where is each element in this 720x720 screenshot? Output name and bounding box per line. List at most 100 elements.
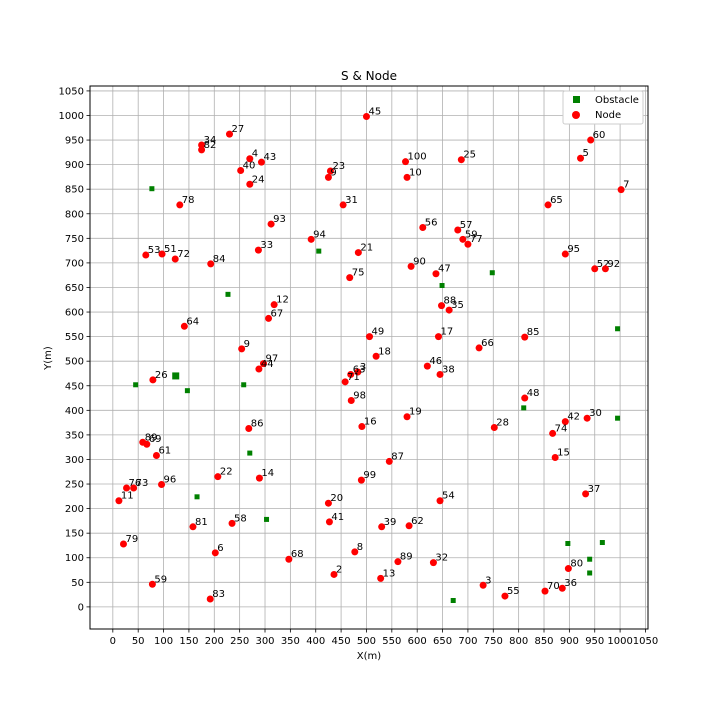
y-tick-label: 850 bbox=[65, 185, 84, 196]
node-label: 4 bbox=[252, 149, 258, 160]
node-point bbox=[521, 333, 529, 341]
node-point bbox=[561, 250, 569, 258]
obstacle-point bbox=[599, 540, 605, 546]
obstacle-point bbox=[194, 494, 200, 500]
x-tick-label: 700 bbox=[458, 636, 477, 647]
node-point bbox=[377, 574, 385, 582]
node-label: 53 bbox=[148, 245, 161, 256]
node-point bbox=[457, 156, 465, 164]
node-point bbox=[339, 201, 347, 209]
node-label: 26 bbox=[155, 370, 168, 381]
node-label: 34 bbox=[204, 135, 217, 146]
node-point bbox=[265, 314, 273, 322]
node-label: 51 bbox=[164, 244, 177, 255]
y-tick-label: 300 bbox=[65, 455, 84, 466]
node-point bbox=[341, 378, 349, 386]
obstacle-point bbox=[316, 248, 322, 254]
node-point bbox=[257, 158, 265, 166]
node-point bbox=[544, 201, 552, 209]
node-label: 93 bbox=[273, 214, 286, 225]
y-tick-label: 450 bbox=[65, 381, 84, 392]
y-tick-label: 750 bbox=[65, 234, 84, 245]
obstacle-point bbox=[225, 291, 231, 297]
node-label: 99 bbox=[363, 470, 376, 481]
node-point bbox=[366, 333, 374, 341]
obstacle-point bbox=[184, 388, 190, 394]
y-tick-label: 250 bbox=[65, 480, 84, 491]
node-point bbox=[385, 457, 393, 465]
node-label: 55 bbox=[507, 586, 520, 597]
node-point bbox=[130, 484, 138, 492]
node-label: 46 bbox=[429, 356, 442, 367]
node-label: 27 bbox=[232, 124, 245, 135]
node-label: 98 bbox=[353, 390, 366, 401]
y-tick-label: 550 bbox=[65, 332, 84, 343]
node-point bbox=[445, 306, 453, 314]
node-label: 33 bbox=[260, 240, 273, 251]
x-tick-label: 650 bbox=[433, 636, 452, 647]
node-label: 3 bbox=[360, 362, 366, 373]
y-tick-label: 0 bbox=[78, 602, 84, 613]
y-tick-label: 500 bbox=[65, 357, 84, 368]
node-label: 64 bbox=[186, 316, 199, 327]
plot-area-frame bbox=[89, 85, 649, 630]
node-point bbox=[324, 499, 332, 507]
node-point bbox=[307, 235, 315, 243]
node-point bbox=[255, 365, 263, 373]
node-point bbox=[324, 173, 332, 181]
x-tick-label: 600 bbox=[408, 636, 427, 647]
obstacle-point bbox=[149, 186, 155, 192]
y-tick-label: 400 bbox=[65, 406, 84, 417]
node-point bbox=[591, 265, 599, 273]
node-label: 13 bbox=[383, 568, 396, 579]
x-tick-label: 500 bbox=[357, 636, 376, 647]
node-point bbox=[521, 394, 529, 402]
y-tick-label: 150 bbox=[65, 529, 84, 540]
node-label: 32 bbox=[435, 553, 448, 564]
node-point bbox=[206, 595, 214, 603]
node-point bbox=[358, 423, 366, 431]
node-label: 40 bbox=[243, 161, 256, 172]
node-label: 67 bbox=[271, 308, 284, 319]
node-label: 86 bbox=[251, 419, 264, 430]
node-label: 45 bbox=[368, 106, 381, 117]
obstacle-point bbox=[241, 382, 247, 388]
node-point bbox=[171, 255, 179, 263]
node-point bbox=[245, 425, 253, 433]
node-label: 3 bbox=[485, 575, 491, 586]
obstacle-point bbox=[439, 283, 445, 289]
node-label: 28 bbox=[496, 418, 509, 429]
obstacle-point bbox=[587, 556, 593, 562]
node-label: 9 bbox=[330, 167, 336, 178]
node-label: 39 bbox=[384, 517, 397, 528]
node-label: 79 bbox=[125, 534, 138, 545]
node-point bbox=[357, 476, 365, 484]
node-point bbox=[558, 584, 566, 592]
node-point bbox=[378, 523, 386, 531]
node-point bbox=[402, 158, 410, 166]
obstacle-point bbox=[489, 270, 495, 276]
node-label: 56 bbox=[425, 218, 438, 229]
node-point bbox=[454, 226, 462, 234]
node-label: 14 bbox=[261, 468, 274, 479]
node-point bbox=[158, 250, 166, 258]
node-label: 11 bbox=[121, 491, 134, 502]
node-label: 25 bbox=[463, 150, 476, 161]
node-label: 19 bbox=[409, 407, 422, 418]
node-point bbox=[432, 270, 440, 278]
node-label: 97 bbox=[265, 354, 278, 365]
node-label: 75 bbox=[352, 268, 365, 279]
obstacle-point bbox=[264, 516, 270, 522]
node-label: 36 bbox=[564, 578, 577, 589]
obstacle-point bbox=[247, 450, 253, 456]
node-point bbox=[549, 429, 557, 437]
node-point bbox=[142, 251, 150, 259]
y-axis-ticks: 0 50 100 150 200 250 300 350 400 450 500 550 600 650 7… bbox=[59, 86, 90, 613]
node-label: 6 bbox=[217, 543, 223, 554]
node-point bbox=[501, 592, 509, 600]
y-tick-label: 200 bbox=[65, 504, 84, 515]
node-point bbox=[405, 522, 413, 530]
legend-box bbox=[562, 90, 644, 125]
x-tick-label: 750 bbox=[484, 636, 503, 647]
